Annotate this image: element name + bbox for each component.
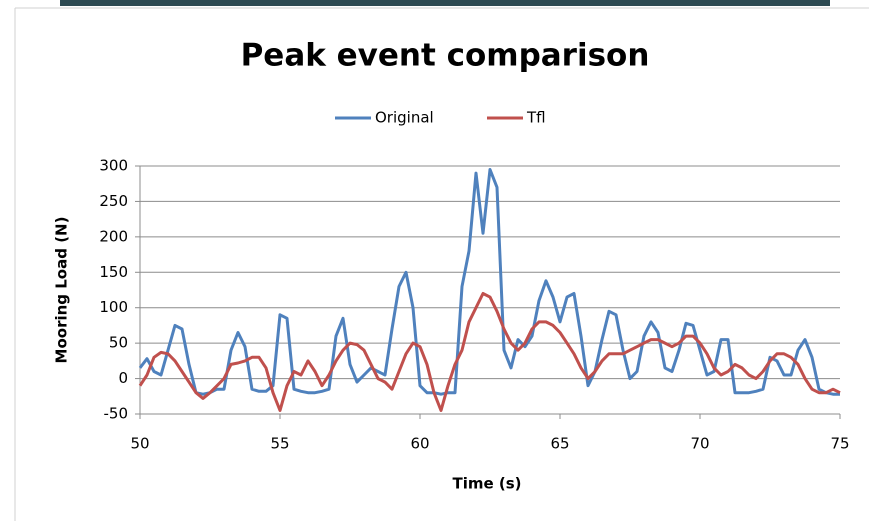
y-axis-label: Mooring Load (N) [53, 217, 71, 364]
y-tick-label: 200 [99, 227, 128, 245]
y-tick-label: 0 [118, 369, 128, 387]
x-tick-label: 55 [270, 435, 289, 453]
legend-label: Original [375, 109, 434, 127]
x-tick-label: 65 [550, 435, 569, 453]
chart-title: Peak event comparison [241, 38, 650, 74]
series-line [138, 168, 840, 396]
series-line [138, 292, 841, 412]
y-tick-label: 50 [109, 334, 128, 352]
y-tick-label: 100 [99, 298, 128, 316]
y-tick-label: -50 [104, 405, 129, 423]
x-tick-label: 60 [410, 435, 429, 453]
header-strip [60, 0, 830, 6]
x-tick-label: 75 [830, 435, 849, 453]
y-tick-label: 300 [99, 157, 128, 175]
legend-label: Tfl [526, 109, 546, 127]
y-tick-label: 150 [99, 263, 128, 281]
x-tick-label: 50 [130, 435, 149, 453]
x-axis-label: Time (s) [452, 475, 521, 493]
y-tick-label: 250 [99, 192, 128, 210]
x-tick-label: 70 [690, 435, 709, 453]
